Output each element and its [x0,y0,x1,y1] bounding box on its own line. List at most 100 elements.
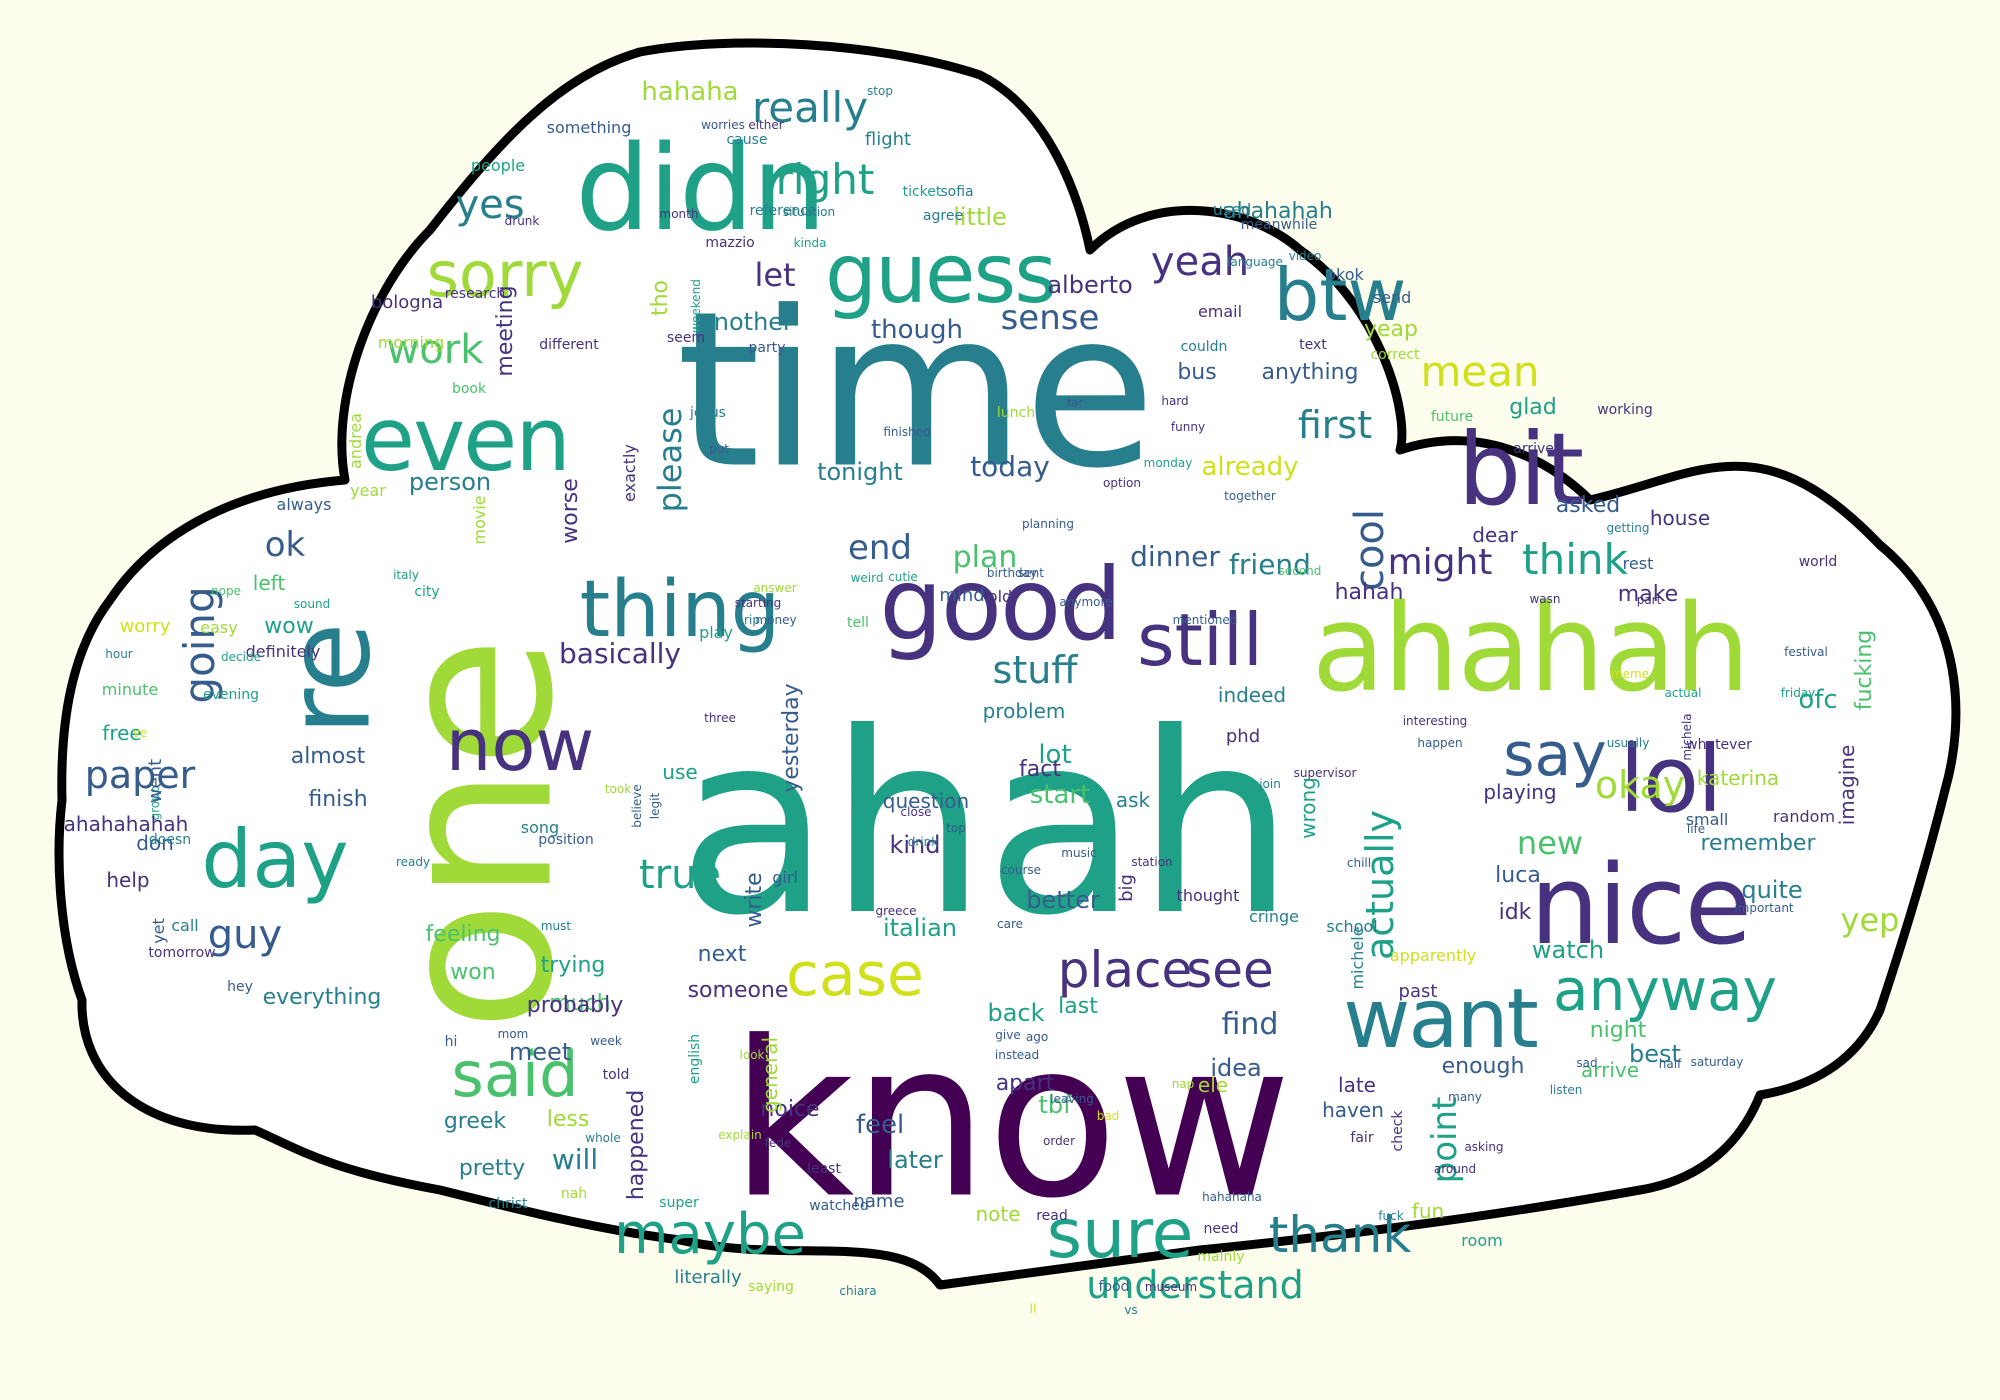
cloud-word: bologna [370,292,444,313]
cloud-word: sound [293,597,331,611]
cloud-word: okok [1326,265,1364,284]
cloud-word: usually [1606,736,1650,750]
cloud-word: fucking [1852,629,1877,711]
cloud-word: think [1522,535,1628,584]
cloud-word: bad [1096,1109,1120,1123]
cloud-word: bit [1457,411,1584,528]
cloud-word: greece [875,904,917,918]
cloud-word: already [1201,452,1299,482]
cloud-word: thought [1176,886,1240,905]
cloud-word: situation [782,205,836,219]
cloud-word: understand [1086,1263,1304,1307]
cloud-word: okay [1594,763,1686,807]
cloud-word: drunk [504,214,540,228]
cloud-word: kinda [793,236,827,250]
cloud-word: play [699,623,733,642]
cloud-word: re [262,624,397,736]
cloud-word: case [786,940,924,1010]
cloud-word: text [1299,337,1327,353]
cloud-word: worse [558,478,583,544]
cloud-word: worry [119,616,171,637]
cloud-word: seem [666,330,706,346]
cloud-word: later [887,1146,943,1174]
cloud-word: music [1061,846,1097,860]
cloud-word: ll [1029,1302,1037,1316]
cloud-word: ago [1025,1030,1049,1044]
cloud-word: room [1461,1231,1503,1250]
cloud-word: super [659,1195,699,1211]
cloud-word: basically [559,637,681,670]
cloud-word: actual [1664,686,1702,700]
cloud-word: school [1326,917,1378,936]
cloud-word: girl [772,868,798,887]
cloud-word: watch [1531,936,1605,964]
cloud-word: friday [1780,686,1816,700]
cloud-word: arrive [1580,1058,1640,1082]
cloud-word: funny [1170,420,1206,434]
cloud-word: don [136,831,174,855]
cloud-word: english [687,1033,703,1085]
cloud-word: see [1186,941,1274,999]
cloud-word: working [1597,402,1653,418]
cloud-word: note [975,1202,1021,1226]
cloud-word: friend [1229,548,1311,581]
cloud-word: doesn [148,832,192,848]
cloud-word: dinner [1130,540,1220,573]
cloud-word: italian [882,914,958,942]
cloud-word: order [1043,1134,1075,1148]
cloud-word: people [470,156,526,175]
cloud-word: late [1338,1073,1376,1097]
cloud-word: believe [630,784,644,828]
cloud-word: quite [1741,876,1803,904]
cloud-word: definitely [245,642,321,661]
cloud-word: even [360,388,571,491]
cloud-word: explain [718,1128,762,1142]
cloud-word: asking [1464,1140,1504,1154]
cloud-word: pretty [458,1156,526,1181]
cloud-word: day [201,813,349,906]
cloud-word: stop [867,84,893,98]
cloud-word: mentioned [1172,613,1238,627]
cloud-word: yesterday [779,683,804,793]
cloud-word: song [520,818,560,837]
cloud-word: tomorrow [148,945,216,961]
cloud-word: saturday [1690,1055,1744,1069]
cloud-word: cringe [1249,907,1299,926]
cloud-word: different [539,337,599,353]
cloud-word: feel [855,1110,905,1140]
cloud-word: fair [1350,1130,1374,1146]
cloud-word: new [1516,824,1584,862]
cloud-word: option [1103,476,1141,490]
cloud-word: start [1029,780,1091,810]
cloud-word: indeed [1217,683,1287,707]
cloud-word: fact [1019,757,1061,782]
cloud-word: together [1224,489,1276,503]
cloud-word: worries [701,118,745,132]
cloud-word: question [882,789,970,813]
cloud-word: michela [1680,713,1694,761]
cloud-word: check [1390,1110,1406,1152]
cloud-word: literally [674,1267,742,1288]
cloud-word: rest [1622,554,1654,573]
cloud-word: city [414,584,440,600]
cloud-word: bus [1177,360,1217,385]
cloud-word: will [551,1143,599,1176]
cloud-word: whatever [1686,737,1752,753]
cloud-word: top [946,821,966,835]
cloud-word: old [987,587,1013,606]
cloud-word: playing [1483,780,1557,804]
cloud-word: let [754,256,796,294]
cloud-word: good [879,546,1122,663]
cloud-word: free [102,721,142,745]
cloud-word: year [350,481,386,500]
cloud-word: sense [1000,298,1100,338]
cloud-word: work [386,327,484,373]
cloud-word: fede [764,1136,792,1150]
cloud-word: jesus [690,405,726,421]
cloud-word: problem [982,699,1066,723]
cloud-word: went [145,758,166,804]
cloud-word: tho [648,279,673,317]
cloud-word: meanwhile [1240,217,1318,233]
cloud-word: send [1372,288,1412,307]
cloud-word: alberto [1047,271,1133,299]
